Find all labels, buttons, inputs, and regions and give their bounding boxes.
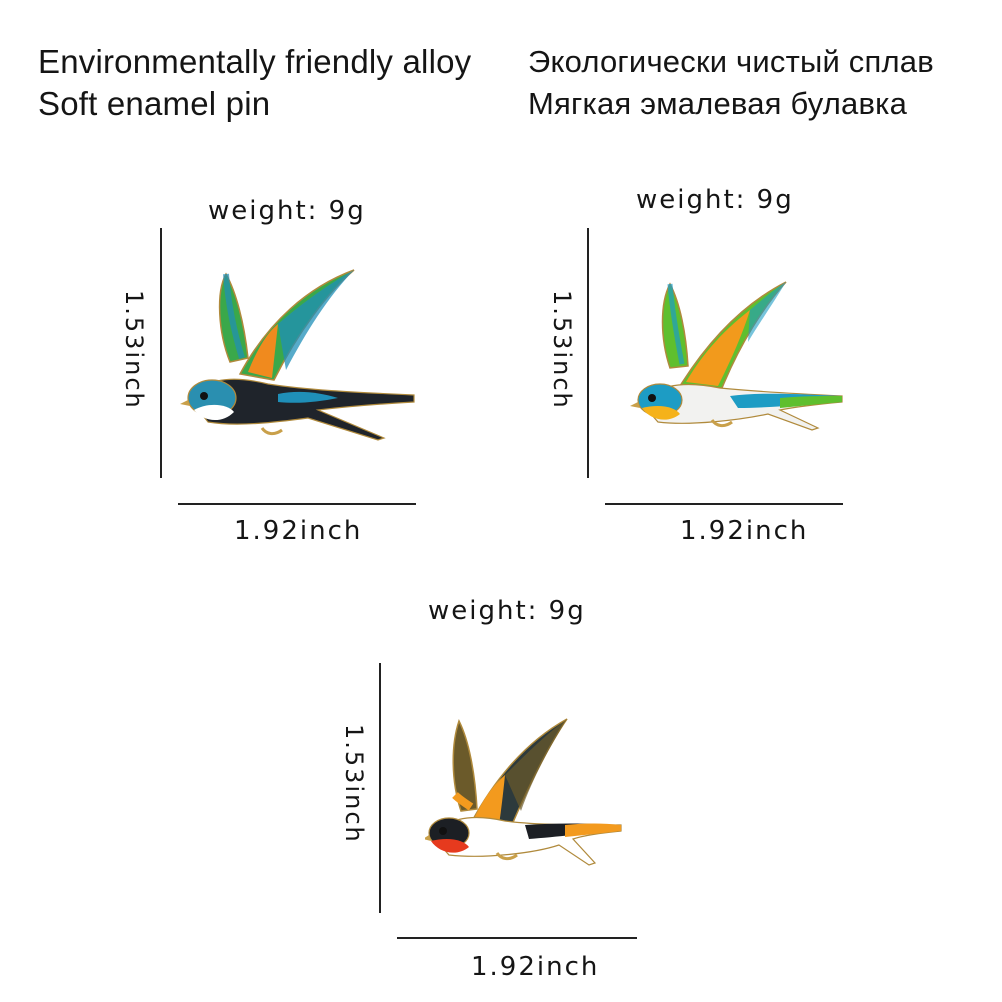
width-dimension-line (178, 503, 416, 505)
headline-russian-line1: Экологически чистый сплав (528, 44, 934, 79)
headline-english-line2: Soft enamel pin (38, 85, 271, 122)
swallow-pin-image (425, 718, 622, 866)
weight-label: weight: 9g (208, 196, 366, 226)
height-dimension-line (160, 228, 162, 478)
width-dimension-line (397, 937, 637, 939)
weight-label: weight: 9g (636, 185, 794, 215)
headline-russian-line2: Мягкая эмалевая булавка (528, 86, 908, 121)
headline-english: Environmentally friendly alloy Soft enam… (38, 41, 471, 125)
swallow-pin-image (630, 281, 843, 431)
height-label: 1.53inch (340, 724, 368, 844)
height-dimension-line (587, 228, 589, 478)
bird-body (191, 378, 415, 441)
weight-label: weight: 9g (428, 596, 586, 626)
width-label: 1.92inch (234, 516, 363, 546)
width-label: 1.92inch (680, 516, 809, 546)
swallow-pin-image (180, 269, 415, 441)
back-wing (452, 719, 478, 812)
width-dimension-line (605, 503, 843, 505)
height-dimension-line (379, 663, 381, 913)
width-label: 1.92inch (471, 952, 600, 982)
headline-english-line1: Environmentally friendly alloy (38, 43, 472, 80)
height-label: 1.53inch (548, 290, 576, 410)
headline-russian: Экологически чистый сплав Мягкая эмалева… (528, 41, 934, 125)
height-label: 1.53inch (120, 290, 148, 410)
